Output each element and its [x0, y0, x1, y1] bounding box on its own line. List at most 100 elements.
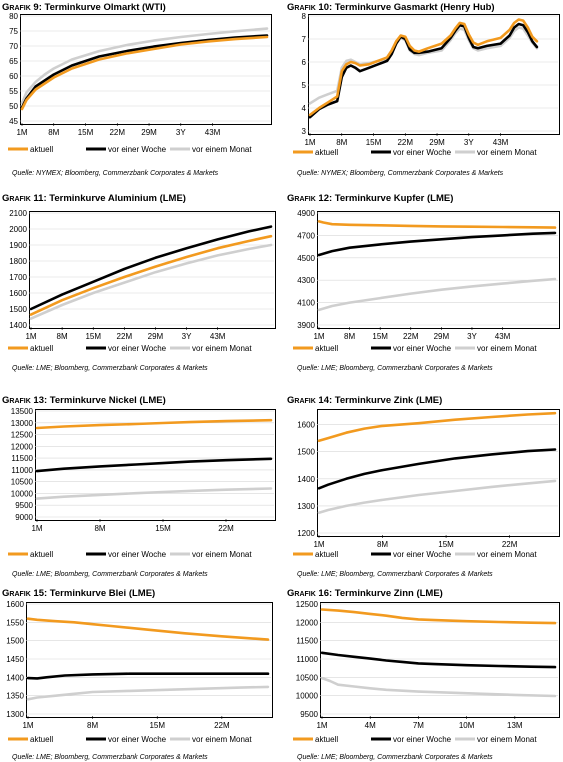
chart-source: Quelle: LME; Bloomberg, Commerzbank Corp… [12, 571, 208, 578]
y-tick-label: 9000 [15, 513, 33, 522]
series-line-aktuell [20, 35, 269, 111]
y-tick-label: 12500 [11, 431, 34, 440]
x-tick-label: 15M [438, 540, 454, 549]
chart-svg: 1200 1300 1400 1500 1600 1M 8M 15M 22M aktuell vor… [293, 411, 558, 559]
chart-title-text: Terminkurve Kupfer (LME) [332, 193, 454, 204]
chart-title-text: Terminkurve Gasmarkt (Henry Hub) [332, 2, 495, 13]
x-tick-label: 22M [218, 524, 234, 533]
y-tick-label: 1500 [9, 305, 27, 314]
x-tick-label: 4M [365, 721, 376, 730]
chart-svg: 1300 1350 1400 1450 1500 1550 1600 1M 8M 15M 22M ak… [6, 600, 271, 744]
x-tick-label: 43M [205, 128, 221, 137]
x-tick-label: 1M [16, 128, 27, 137]
x-tick-label: 22M [117, 332, 133, 341]
y-tick-label: 4900 [297, 209, 315, 218]
y-tick-label: 13000 [11, 419, 34, 428]
x-tick-label: 13M [507, 721, 523, 730]
y-tick-label: 1400 [6, 673, 24, 682]
chart-title-prefix: Grafik 16: [287, 588, 333, 599]
y-tick-label: 1500 [6, 637, 24, 646]
chart-title-text: Terminkurve Zinn (LME) [332, 588, 443, 599]
x-tick-label: 7M [413, 721, 424, 730]
chart-title-text: Terminkurve Zink (LME) [332, 395, 443, 406]
y-tick-label: 12000 [11, 442, 34, 451]
x-tick-label: 1M [31, 524, 42, 533]
series-line-vor-einer-woche [35, 457, 273, 473]
x-tick-label: 8M [344, 332, 355, 341]
x-tick-label: 8M [336, 138, 347, 147]
chart-title-prefix: Grafik 11: [2, 193, 47, 204]
y-tick-label: 3900 [297, 321, 315, 330]
y-tick-label: 1350 [6, 692, 24, 701]
plot-frame [308, 14, 560, 135]
y-tick-label: 70 [9, 42, 18, 51]
chart-svg: 3 4 5 6 7 8 1M 8M 15M 22M 29M 3Y 43M aktuell vor einer… [293, 12, 558, 157]
series-line-vor-einer-woche [317, 448, 557, 490]
y-tick-label: 1500 [297, 448, 315, 457]
legend-label: aktuell [30, 145, 53, 154]
y-tick-label: 1550 [6, 618, 24, 627]
x-tick-label: 15M [78, 128, 94, 137]
legend-label: aktuell [315, 550, 338, 559]
x-tick-label: 1M [313, 332, 324, 341]
y-tick-label: 12500 [296, 600, 319, 609]
y-tick-label: 11500 [296, 637, 318, 646]
series-line-aktuell [35, 418, 273, 430]
plot-frame [35, 409, 276, 521]
series-line-aktuell [317, 220, 557, 229]
y-tick-label: 4300 [297, 276, 315, 285]
chart-panel-g14: Grafik 14: Terminkurve Zink (LME) 1200 130… [287, 395, 560, 581]
y-tick-label: 11000 [296, 655, 318, 664]
chart-source: Quelle: NYMEX; Bloomberg, Commerzbank Co… [12, 170, 219, 177]
chart-title-text: Terminkurve Olmarkt (WTI) [41, 2, 166, 13]
chart-svg: 3900 4100 4300 4500 4700 4900 1M 8M 15M 22M 29M 3Y 4… [293, 209, 558, 353]
y-tick-label: 1800 [9, 257, 27, 266]
chart-title: Grafik 13: Terminkurve Nickel (LME) [2, 395, 166, 406]
y-tick-label: 2100 [9, 209, 27, 218]
chart-title: Grafik 10: Terminkurve Gasmarkt (Henry H… [287, 2, 495, 13]
chart-title-prefix: Grafik 10: [287, 2, 333, 13]
chart-svg: 1400 1500 1600 1700 1800 1900 2000 2100 1M 8M 15M 2… [8, 209, 274, 353]
x-tick-label: 22M [214, 721, 230, 730]
chart-source: Quelle: NYMEX; Bloomberg, Commerzbank Co… [297, 170, 504, 177]
chart-source: Quelle: LME; Bloomberg, Commerzbank Corp… [12, 754, 208, 761]
chart-panel-g10: Grafik 10: Terminkurve Gasmarkt (Henry H… [287, 2, 560, 178]
x-tick-label: 10M [459, 721, 475, 730]
y-tick-label: 10500 [11, 478, 34, 487]
chart-source: Quelle: LME; Bloomberg, Commerzbank Corp… [297, 571, 493, 578]
chart-title-prefix: Grafik 13: [2, 395, 48, 406]
y-tick-label: 1450 [6, 655, 24, 664]
legend-label: vor einem Monat [192, 735, 252, 744]
y-tick-label: 4100 [297, 299, 315, 308]
chart-source: Quelle: LME; Bloomberg, Commerzbank Corp… [12, 365, 208, 372]
y-tick-label: 7 [302, 35, 307, 44]
series-line-vor-einer-woche [317, 231, 557, 257]
y-tick-label: 1400 [297, 475, 315, 484]
chart-title-text: Terminkurve Aluminium (LME) [46, 193, 186, 204]
y-tick-label: 1600 [6, 600, 24, 609]
legend-label: aktuell [30, 344, 53, 353]
series-line-vor-einer-woche [320, 651, 557, 669]
legend-label: aktuell [315, 344, 338, 353]
series-line-aktuell [26, 617, 270, 641]
chart-title-text: Terminkurve Blei (LME) [47, 588, 156, 599]
x-tick-label: 3Y [176, 128, 186, 137]
series-line-aktuell [308, 18, 539, 117]
chart-svg: 9500 10000 10500 11000 11500 12000 12500 1M 4M 7M… [293, 600, 558, 744]
x-tick-label: 22M [109, 128, 125, 137]
x-tick-label: 43M [495, 332, 511, 341]
chart-panel-g16: Grafik 16: Terminkurve Zinn (LME) 9500 100… [287, 588, 560, 762]
x-tick-label: 43M [210, 332, 226, 341]
chart-svg: 45 50 55 60 65 70 75 80 1M 8M 15M 22M 29M 3Y 43M aktuel… [8, 12, 270, 154]
legend-label: aktuell [315, 735, 338, 744]
chart-title: Grafik 15: Terminkurve Blei (LME) [2, 588, 155, 599]
y-tick-label: 5 [302, 81, 307, 90]
chart-panel-g15: Grafik 15: Terminkurve Blei (LME) 1300 135… [2, 588, 274, 762]
y-tick-label: 9500 [300, 710, 318, 719]
y-tick-label: 45 [9, 117, 18, 126]
series-line-vor-einem-monat [26, 685, 270, 701]
x-tick-label: 43M [493, 138, 509, 147]
y-tick-label: 1300 [6, 710, 24, 719]
y-tick-label: 8 [302, 12, 307, 21]
y-tick-label: 11000 [11, 466, 33, 475]
